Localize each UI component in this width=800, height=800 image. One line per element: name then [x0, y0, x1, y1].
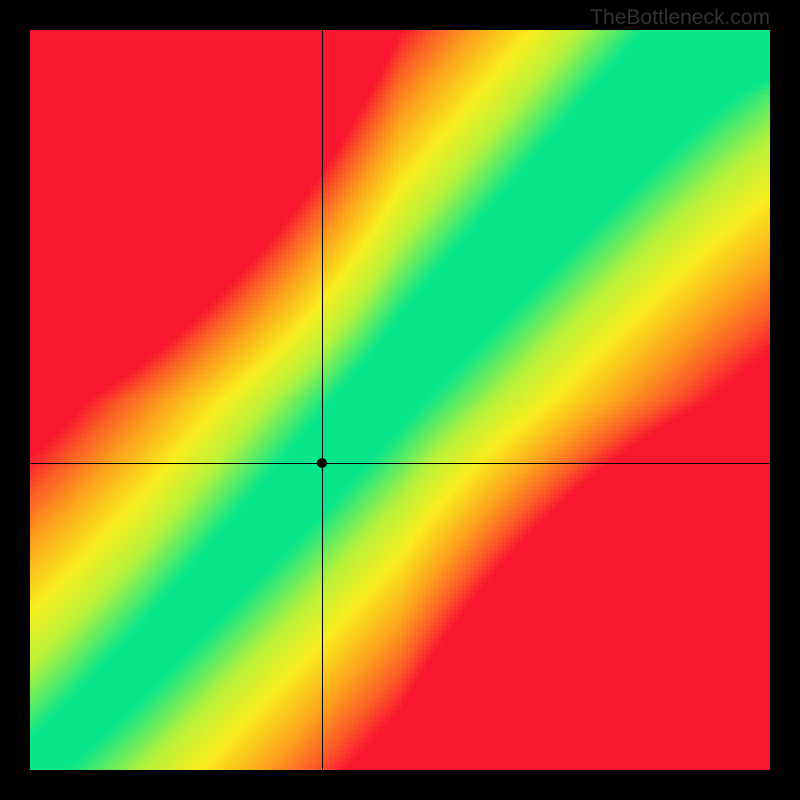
heatmap-plot	[30, 30, 770, 770]
heatmap-canvas	[30, 30, 770, 770]
watermark-text: TheBottleneck.com	[590, 6, 770, 30]
crosshair-horizontal	[30, 463, 770, 464]
crosshair-marker	[317, 458, 327, 468]
crosshair-vertical	[322, 30, 323, 770]
